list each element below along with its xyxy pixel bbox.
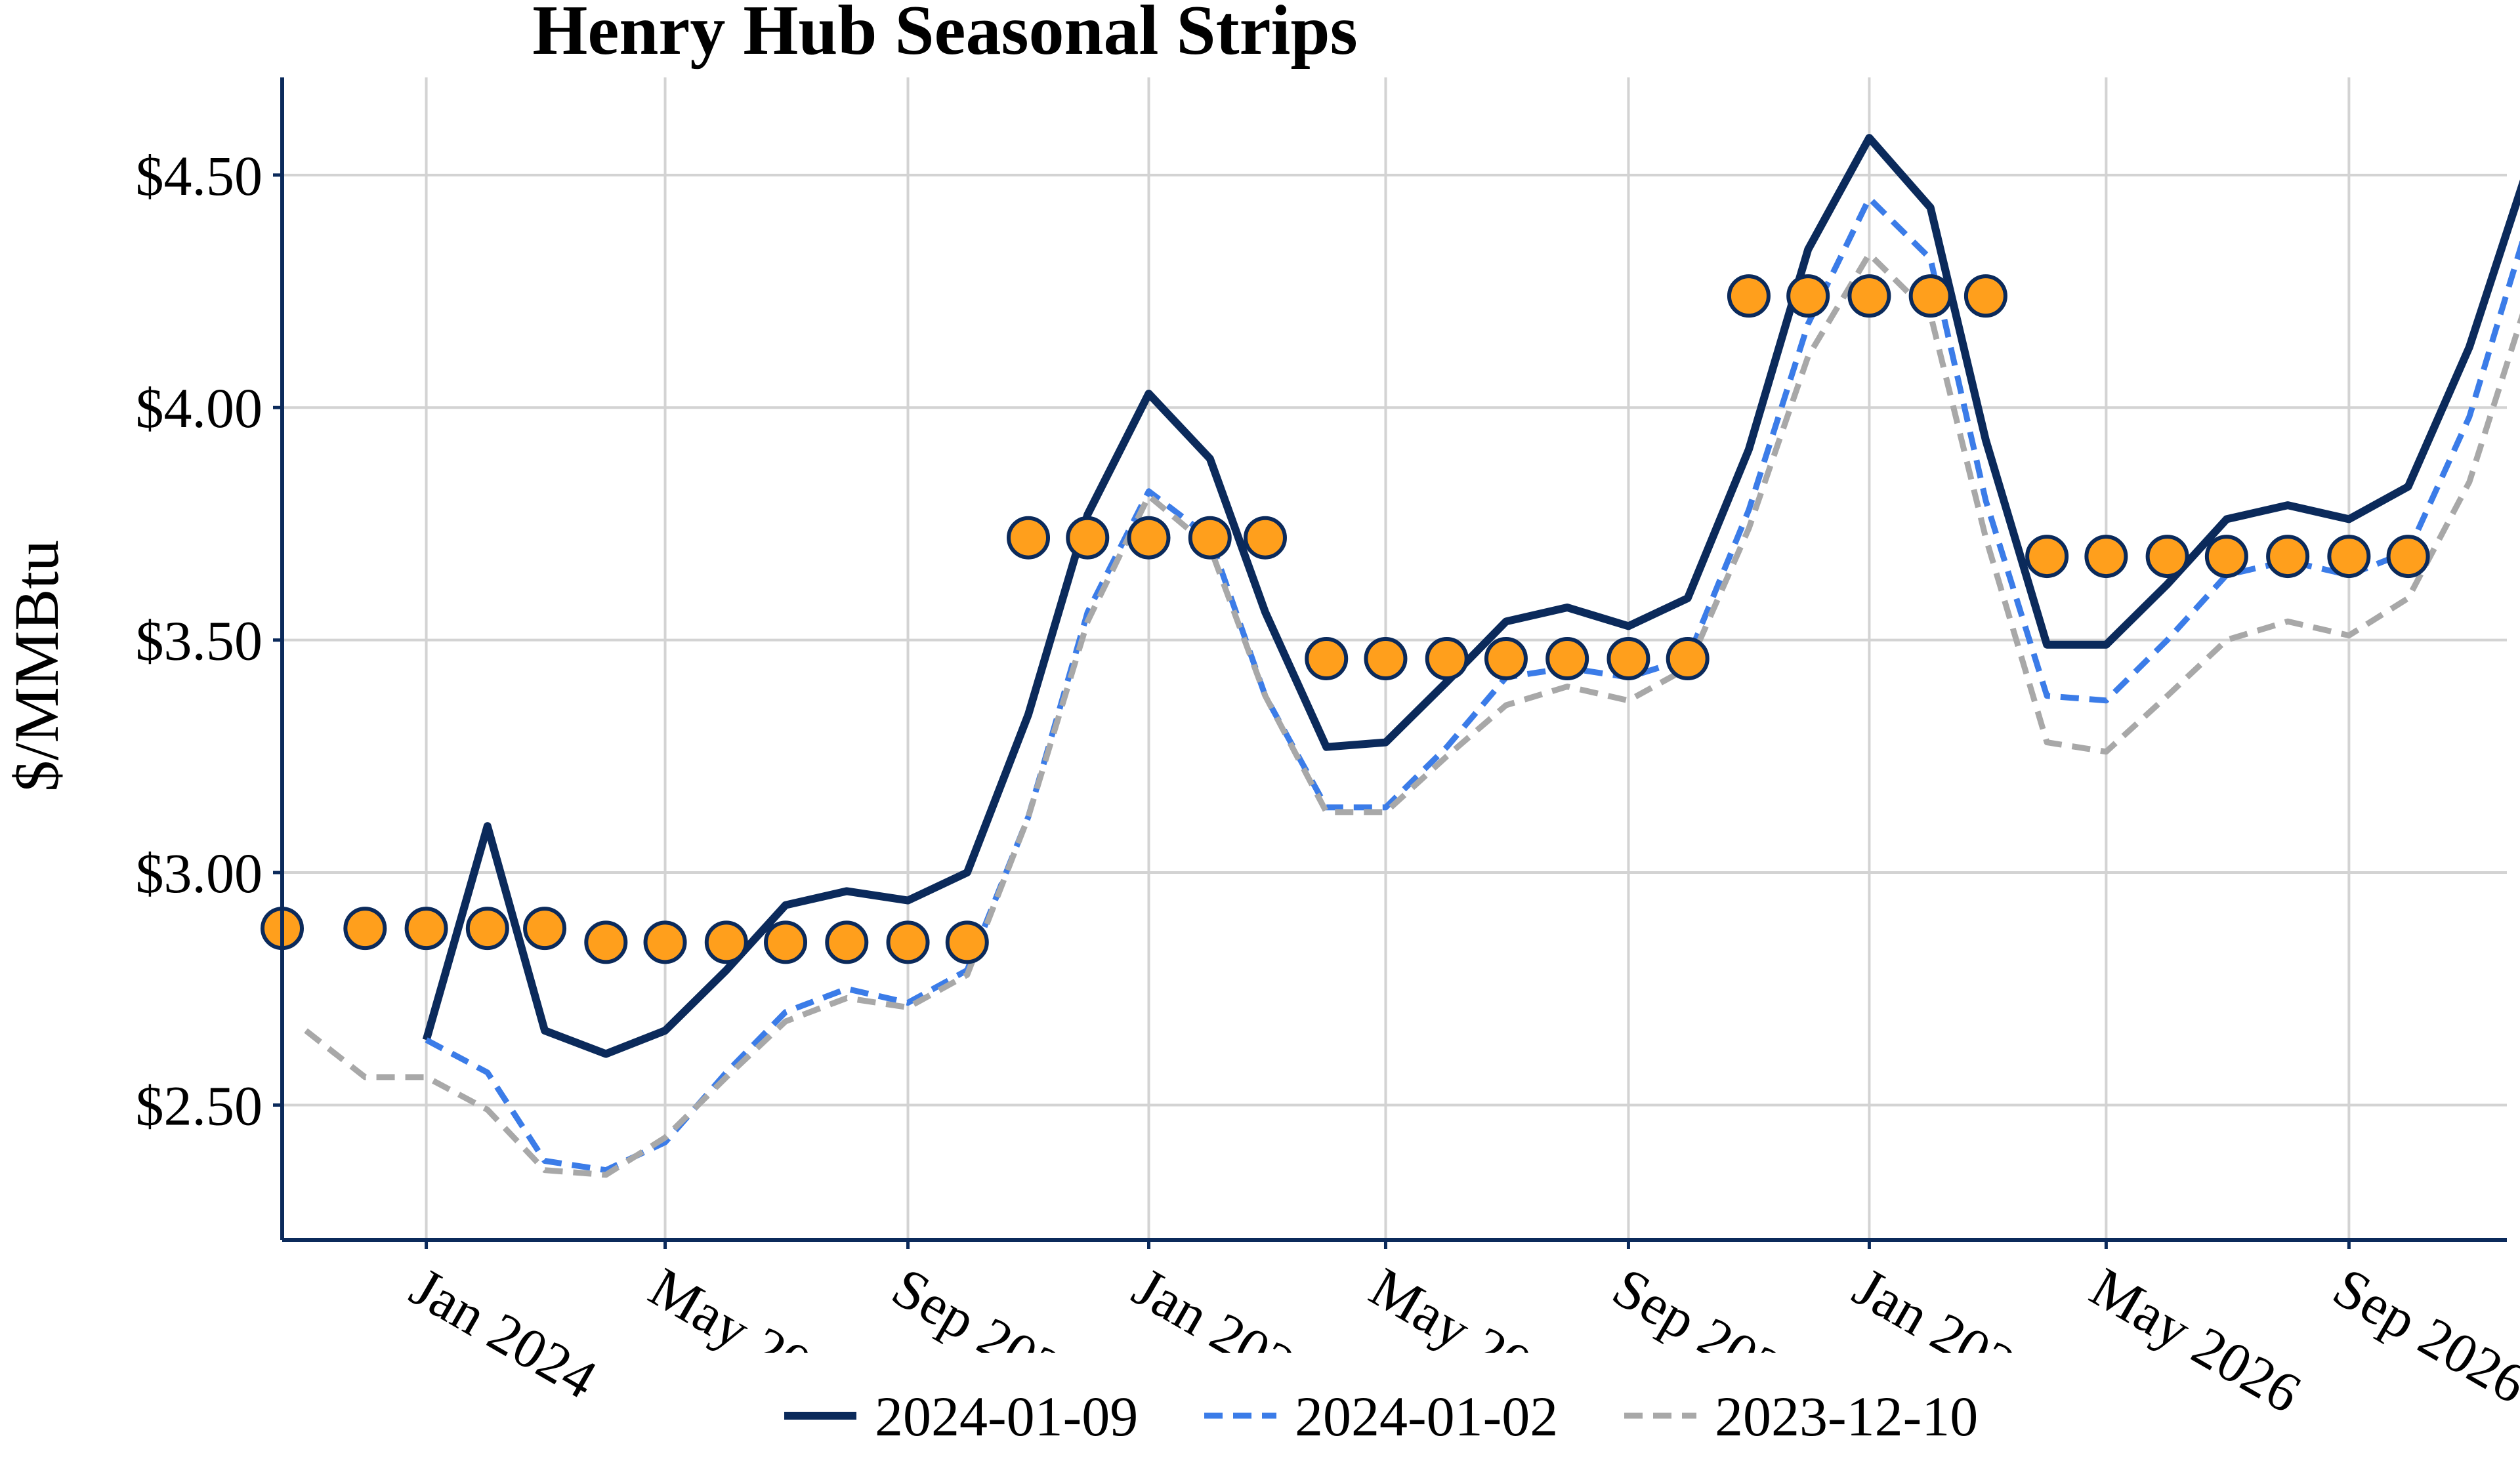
strip-marker <box>343 907 387 951</box>
legend-label: 2024-01-02 <box>1295 1385 1558 1448</box>
strip-marker <box>2084 535 2128 579</box>
strip-marker <box>2204 535 2248 579</box>
strip-marker <box>2327 535 2371 579</box>
strip-marker <box>1127 516 1171 560</box>
y-tick-label: $4.50 <box>136 144 263 207</box>
strip-marker <box>1243 516 1287 560</box>
strip-marker <box>404 907 448 951</box>
y-tick-label: $3.00 <box>136 842 263 905</box>
legend-label: 2023-12-10 <box>1715 1385 1978 1448</box>
strip-marker <box>1908 274 1952 318</box>
series-line-2023-12-10 <box>304 251 2520 1178</box>
strip-marker <box>584 920 628 964</box>
strip-marker <box>1007 516 1051 560</box>
strip-marker <box>825 920 869 964</box>
strip-markers <box>261 274 2430 964</box>
strip-marker <box>1727 274 1771 318</box>
strip-marker <box>1786 274 1830 318</box>
axis-layer <box>280 77 2507 1242</box>
strip-marker <box>1666 637 1710 680</box>
strip-marker <box>2025 535 2069 579</box>
strip-marker <box>1484 637 1528 680</box>
y-axis-label: $/MMBtu <box>1 540 72 792</box>
y-tick-label: $3.50 <box>136 609 263 672</box>
strip-marker <box>2145 535 2189 579</box>
strip-marker <box>2386 535 2430 579</box>
chart-title: Henry Hub Seasonal Strips <box>532 0 1357 70</box>
strip-marker <box>643 920 687 964</box>
y-tick-labels: $2.50 $3.00 $3.50 $4.00 $4.50 <box>136 144 263 1138</box>
strip-marker <box>1188 516 1232 560</box>
x-tick-label: May 2026 <box>2080 1255 2311 1425</box>
x-tick-label: Sep 2026 <box>2323 1255 2520 1415</box>
legend-background <box>748 1353 2054 1454</box>
strip-marker <box>1847 274 1891 318</box>
strip-marker <box>1964 274 2007 318</box>
y-tick-label: $4.00 <box>136 377 263 440</box>
legend: 2024-01-09 2024-01-02 2023-12-10 <box>748 1353 2054 1454</box>
strip-marker <box>945 920 989 964</box>
strip-marker <box>465 907 509 951</box>
strip-marker <box>2266 535 2310 579</box>
strip-marker <box>1606 637 1650 680</box>
strip-marker <box>764 920 808 964</box>
series-line-2024-01-02 <box>425 195 2520 1174</box>
strip-marker <box>523 907 567 951</box>
legend-label: 2024-01-09 <box>875 1385 1138 1448</box>
strip-marker <box>1066 516 1110 560</box>
strip-marker <box>1305 637 1349 680</box>
series-layer <box>304 134 2520 1178</box>
strip-marker <box>1425 637 1469 680</box>
x-tick-label: Jan 2024 <box>400 1255 607 1410</box>
y-tick-label: $2.50 <box>136 1074 263 1137</box>
strip-marker <box>704 920 748 964</box>
strip-marker <box>1545 637 1589 680</box>
strip-marker <box>886 920 930 964</box>
strip-marker <box>1364 637 1408 680</box>
